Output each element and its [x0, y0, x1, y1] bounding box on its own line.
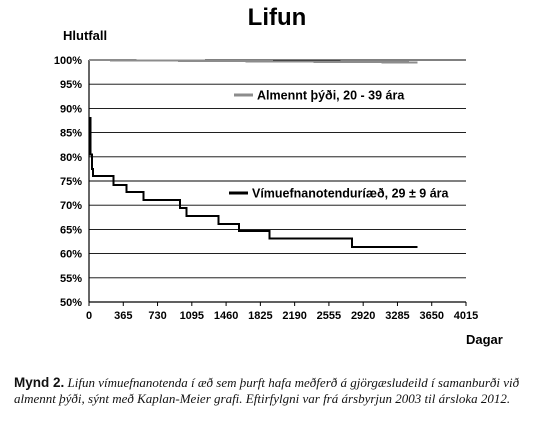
y-tick-label: 75%	[60, 176, 82, 188]
y-tick-label: 85%	[60, 128, 82, 140]
caption-label: Mynd 2.	[14, 375, 65, 390]
x-tick-label: 730	[148, 310, 166, 322]
series-line-2	[89, 117, 418, 248]
y-tick-labels: 50% 55% 60% 65% 70% 75% 80% 85% 90% 95% 100%	[54, 55, 82, 309]
axes	[88, 60, 467, 306]
x-tick-label: 0	[86, 310, 92, 322]
x-tick-label: 1460	[214, 310, 238, 322]
legend-label-1: Almennt þýði, 20 - 39 ára	[257, 89, 405, 103]
y-tick-label: 55%	[60, 273, 82, 285]
chart-title: Lifun	[248, 4, 307, 31]
figure-caption: Mynd 2. Lifun vímuefnanotenda í æð sem þ…	[14, 375, 539, 406]
x-tick-label: 1825	[248, 310, 272, 322]
x-tick-label: 2555	[317, 310, 341, 322]
y-tick-label: 90%	[60, 103, 82, 115]
y-tick-label: 95%	[60, 79, 82, 91]
survival-chart: Lifun Hlutfall Dagar 50% 55% 60% 65% 70% 75% 8…	[54, 4, 503, 347]
x-tick-label: 3285	[385, 310, 409, 322]
legend: Almennt þýði, 20 - 39 ára Vímuefnanotendu…	[229, 89, 450, 201]
x-tick-label: 365	[114, 310, 132, 322]
x-tick-label: 1095	[180, 310, 204, 322]
y-tick-label: 65%	[60, 224, 82, 236]
y-tick-label: 100%	[54, 55, 82, 67]
x-tick-label: 2920	[351, 310, 375, 322]
x-tick-label: 2190	[282, 310, 306, 322]
y-tick-label: 60%	[60, 249, 82, 261]
x-tick-labels: 0 365 730 1095 1460 1825 2190 2555 2920 3285 3650 4…	[86, 310, 478, 322]
y-tick-label: 50%	[60, 297, 82, 309]
caption-text: Lifun vímuefnanotenda í æð sem þurft haf…	[14, 375, 520, 406]
y-tick-label: 70%	[60, 200, 82, 212]
y-axis-title: Hlutfall	[63, 28, 107, 43]
series-line-1	[88, 58, 418, 64]
y-tick-label: 80%	[60, 152, 82, 164]
legend-label-2: Vímuefnanotenduríæð, 29 ± 9 ára	[252, 187, 450, 201]
series-lines	[88, 58, 418, 248]
x-tick-label: 3650	[419, 310, 443, 322]
x-axis-title: Dagar	[466, 332, 503, 347]
x-tick-label: 4015	[454, 310, 478, 322]
